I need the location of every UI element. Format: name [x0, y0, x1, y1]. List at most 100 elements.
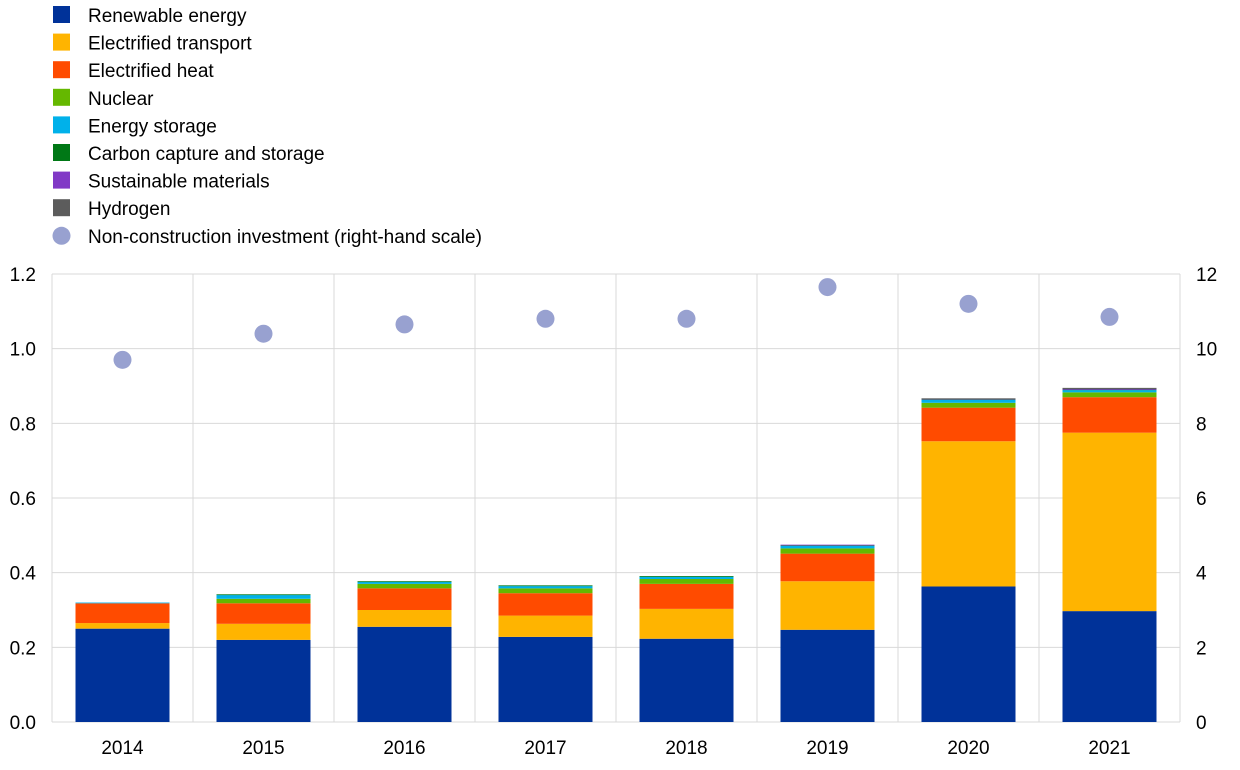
bar-segment	[216, 594, 311, 596]
y-right-tick-label: 12	[1196, 265, 1217, 286]
bar-segment	[357, 581, 452, 583]
bar-segment	[498, 588, 593, 594]
x-tick-label: 2015	[242, 738, 284, 759]
legend-item: Non-construction investment (right-hand …	[52, 226, 482, 248]
bar-segment	[498, 636, 593, 722]
scatter-point	[254, 324, 273, 343]
y-left-tick-label: 0.0	[10, 713, 36, 734]
bar-segment	[498, 593, 593, 616]
legend-item: Electrified transport	[53, 33, 252, 55]
legend-swatch	[53, 61, 70, 79]
bar-segment	[498, 586, 593, 589]
legend-label: Sustainable materials	[88, 172, 270, 193]
x-tick-label: 2017	[524, 738, 566, 759]
bar-segment	[780, 545, 875, 549]
legend-item: Nuclear	[53, 88, 154, 110]
bar-segment	[639, 638, 734, 722]
bar-segment	[75, 603, 170, 624]
bar-segment	[357, 588, 452, 610]
legend-swatch	[53, 199, 70, 217]
bar-segment	[1062, 397, 1157, 433]
legend-label: Electrified heat	[88, 61, 214, 82]
scatter-point	[818, 278, 837, 297]
bar-segment	[216, 603, 311, 624]
scatter-point	[959, 294, 978, 313]
legend-label: Energy storage	[88, 116, 217, 137]
legend-item: Carbon capture and storage	[53, 144, 325, 165]
legend-swatch	[53, 171, 70, 189]
x-tick-label: 2016	[383, 738, 425, 759]
legend-swatch	[53, 6, 70, 23]
legend-swatch	[53, 144, 70, 161]
y-right-tick-label: 2	[1196, 638, 1207, 659]
legend-label: Carbon capture and storage	[88, 144, 325, 165]
y-axis-right: 0 2 4 6 8 10 12	[1196, 265, 1217, 734]
y-left-tick-label: 0.2	[10, 638, 36, 659]
bar-segment	[1062, 387, 1157, 389]
x-tick-label: 2021	[1088, 738, 1130, 759]
bar-segment	[780, 553, 875, 582]
legend-item: Sustainable materials	[53, 171, 270, 193]
bar-segment	[75, 602, 170, 604]
y-right-tick-label: 4	[1196, 564, 1207, 585]
bar-segment	[1062, 392, 1157, 398]
scatter-point	[536, 309, 555, 328]
bar-segment	[780, 581, 875, 630]
y-left-tick-label: 0.6	[10, 489, 36, 510]
bar-segment	[921, 407, 1016, 442]
legend-item: Hydrogen	[53, 199, 170, 220]
bar-segment	[357, 610, 452, 627]
legend-label: Electrified transport	[88, 34, 252, 55]
bar-segment	[216, 623, 311, 640]
bar-segment	[75, 628, 170, 722]
bar-segment	[75, 623, 170, 629]
y-right-tick-label: 10	[1196, 340, 1217, 361]
y-axis-left: 0.0 0.2 0.4 0.6 0.8 1.0 1.2	[10, 265, 37, 734]
bar-segment	[498, 615, 593, 637]
bar-segment	[357, 583, 452, 589]
bar-segment	[216, 598, 311, 604]
bar-segment	[639, 576, 734, 577]
bar-segment	[780, 629, 875, 722]
legend-item: Renewable energy	[53, 6, 247, 27]
bar-segment	[216, 595, 311, 599]
legend-label: Nuclear	[88, 89, 154, 110]
bar-segment	[357, 626, 452, 722]
legend-swatch	[53, 33, 70, 51]
bar-segment	[498, 585, 593, 587]
bar-segment	[921, 399, 1016, 403]
scatter-point	[395, 315, 414, 334]
legend-item: Electrified heat	[53, 61, 214, 82]
bar-segment	[921, 586, 1016, 722]
bar-segment	[780, 544, 875, 546]
bar-segment	[780, 548, 875, 554]
y-left-tick-label: 1.0	[10, 340, 36, 361]
x-tick-label: 2014	[101, 738, 144, 759]
bar-segment	[639, 608, 734, 639]
legend-item: Energy storage	[53, 116, 217, 137]
bar-segment	[639, 576, 734, 580]
scatter-point	[1100, 307, 1119, 326]
legend-swatch	[53, 88, 70, 106]
y-left-tick-label: 1.2	[10, 265, 36, 286]
bar-segment	[921, 398, 1016, 400]
y-right-tick-label: 0	[1196, 713, 1207, 734]
bar-segment	[639, 579, 734, 584]
legend-label: Hydrogen	[88, 199, 170, 220]
grid	[51, 273, 1181, 723]
x-tick-label: 2018	[665, 738, 707, 759]
y-left-tick-label: 0.4	[10, 564, 37, 585]
bar-segment	[639, 583, 734, 609]
y-right-tick-label: 8	[1196, 414, 1207, 435]
bars: 2014 2015 2016 2017 2018 2019 2020 2021	[75, 387, 1157, 759]
bar-segment	[921, 441, 1016, 587]
y-left-tick-label: 0.8	[10, 414, 36, 435]
scatter-point	[113, 350, 132, 369]
scatter-points	[113, 278, 1119, 369]
x-tick-label: 2019	[806, 738, 848, 759]
bar-segment	[1062, 388, 1157, 390]
bar-segment	[1062, 432, 1157, 612]
legend-label: Non-construction investment (right-hand …	[88, 227, 482, 248]
